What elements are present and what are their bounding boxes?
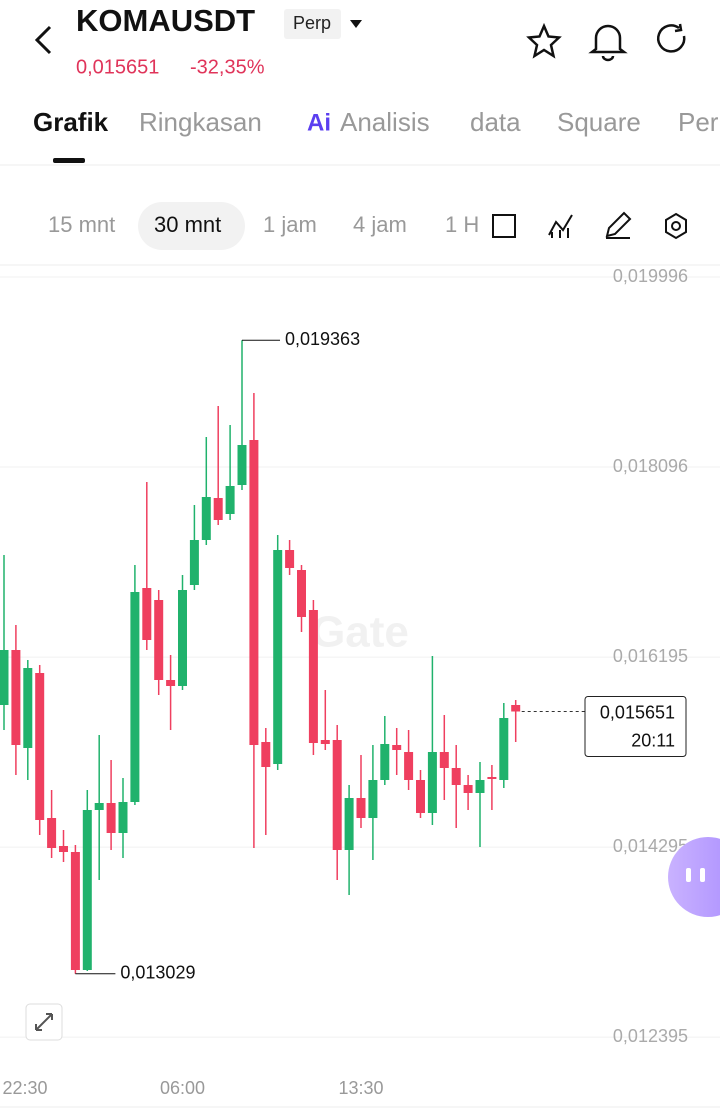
- last-price-box: [584, 696, 687, 757]
- candle-body: [70, 852, 80, 970]
- candle-body: [344, 798, 354, 850]
- candle-body: [130, 592, 140, 802]
- y-tick-label: 0,019996: [613, 266, 688, 286]
- candle-body: [308, 610, 318, 743]
- candle-body: [439, 752, 449, 768]
- candle-body: [475, 780, 485, 793]
- assistant-icon: [700, 868, 705, 882]
- assistant-button[interactable]: [668, 837, 720, 917]
- tab[interactable]: Per: [678, 107, 719, 137]
- interval[interactable]: 1 H: [445, 212, 479, 237]
- y-tick-label: 0,018096: [613, 456, 688, 476]
- candle-body: [273, 550, 283, 764]
- candle-body: [0, 650, 9, 705]
- candle-body: [11, 650, 21, 745]
- favorite-icon[interactable]: [526, 22, 562, 59]
- y-tick-label: 0,014295: [613, 836, 688, 856]
- indicator-icon[interactable]: [548, 214, 573, 238]
- x-tick-label: 22:30: [2, 1078, 47, 1098]
- candle-body: [142, 588, 152, 640]
- candle-body: [416, 780, 425, 813]
- interval-fade: [480, 205, 490, 247]
- assistant-icon: [686, 868, 691, 882]
- candle-body: [249, 440, 259, 745]
- countdown: 20:11: [631, 730, 675, 750]
- candle-body: [392, 745, 402, 750]
- candle-body: [237, 445, 247, 485]
- x-tick-label: 06:00: [160, 1078, 205, 1098]
- tab-indicator: [53, 158, 85, 163]
- candlestick-chart: 0,019996 0,018096 0,016195 0,014295 0,012395…: [0, 266, 720, 1098]
- candle-body: [487, 777, 497, 779]
- candle-body: [118, 802, 128, 833]
- settings-icon-dot: [671, 221, 681, 231]
- candle-body: [404, 752, 414, 780]
- candle-body: [368, 780, 378, 818]
- tab-bar: Grafik Ringkasan Analisis data Square Per Ai: [33, 107, 719, 137]
- candle-body: [451, 768, 461, 785]
- y-tick-label: 0,016195: [613, 646, 688, 666]
- candle-body: [178, 590, 187, 686]
- dropdown[interactable]: [350, 20, 362, 28]
- candle-body: [35, 673, 45, 820]
- high-marker-label: 0,019363: [285, 329, 360, 349]
- share-icon[interactable]: [657, 23, 686, 53]
- candle-body: [201, 497, 211, 540]
- low-marker-label: 0,013029: [120, 962, 195, 982]
- candle-body: [261, 742, 271, 767]
- expand-icon: [35, 1013, 53, 1031]
- candle-body: [285, 550, 295, 568]
- tab[interactable]: Square: [557, 107, 641, 137]
- candle-body: [94, 803, 104, 810]
- ai-badge: Ai: [307, 109, 331, 136]
- candle-body: [106, 803, 116, 833]
- tool-icon[interactable]: [492, 214, 516, 238]
- candle-body: [47, 818, 57, 848]
- candle-body: [23, 668, 33, 748]
- alert-icon[interactable]: [588, 24, 628, 62]
- candle-body: [225, 486, 235, 514]
- candle-body: [166, 680, 176, 686]
- candle-body: [427, 752, 437, 813]
- tab[interactable]: Grafik: [33, 107, 109, 137]
- badge: Perp: [293, 13, 331, 33]
- candle-body: [332, 740, 342, 850]
- candle-body: [189, 540, 199, 585]
- back-button[interactable]: [34, 25, 52, 55]
- draw-icon[interactable]: [605, 211, 632, 239]
- candle-body: [511, 705, 521, 712]
- tab[interactable]: Analisis: [340, 107, 430, 137]
- interval[interactable]: 30 mnt: [154, 212, 221, 237]
- symbol[interactable]: KOMAUSDT: [76, 3, 255, 38]
- candle-body: [320, 740, 330, 744]
- settings-icon[interactable]: [665, 212, 687, 240]
- candle-body: [463, 785, 473, 793]
- interval[interactable]: 15 mnt: [48, 212, 115, 237]
- candle-body: [154, 600, 164, 680]
- last-price-label: 0,015651: [600, 702, 675, 722]
- candle-body: [499, 718, 509, 780]
- tab[interactable]: Ringkasan: [139, 107, 262, 137]
- tab[interactable]: data: [470, 107, 521, 137]
- interval-bar: 15 mnt 30 mnt 1 jam 4 jam 1 H: [48, 202, 490, 250]
- badge-bg: [284, 9, 341, 39]
- candle-body: [59, 846, 68, 852]
- price: 0,015651: [76, 56, 159, 78]
- candle-body: [380, 744, 390, 780]
- candle-body: [297, 570, 306, 617]
- interval[interactable]: 4 jam: [353, 212, 407, 237]
- candle-body: [356, 798, 366, 818]
- watermark: Gate: [311, 608, 409, 657]
- change: -32,35%: [190, 56, 265, 78]
- y-tick-label: 0,012395: [613, 1026, 688, 1046]
- interval-pill: [138, 202, 245, 250]
- x-tick-label: 13:30: [338, 1078, 383, 1098]
- candle-body: [82, 810, 92, 970]
- candle-body: [213, 498, 223, 520]
- interval[interactable]: 1 jam: [263, 212, 317, 237]
